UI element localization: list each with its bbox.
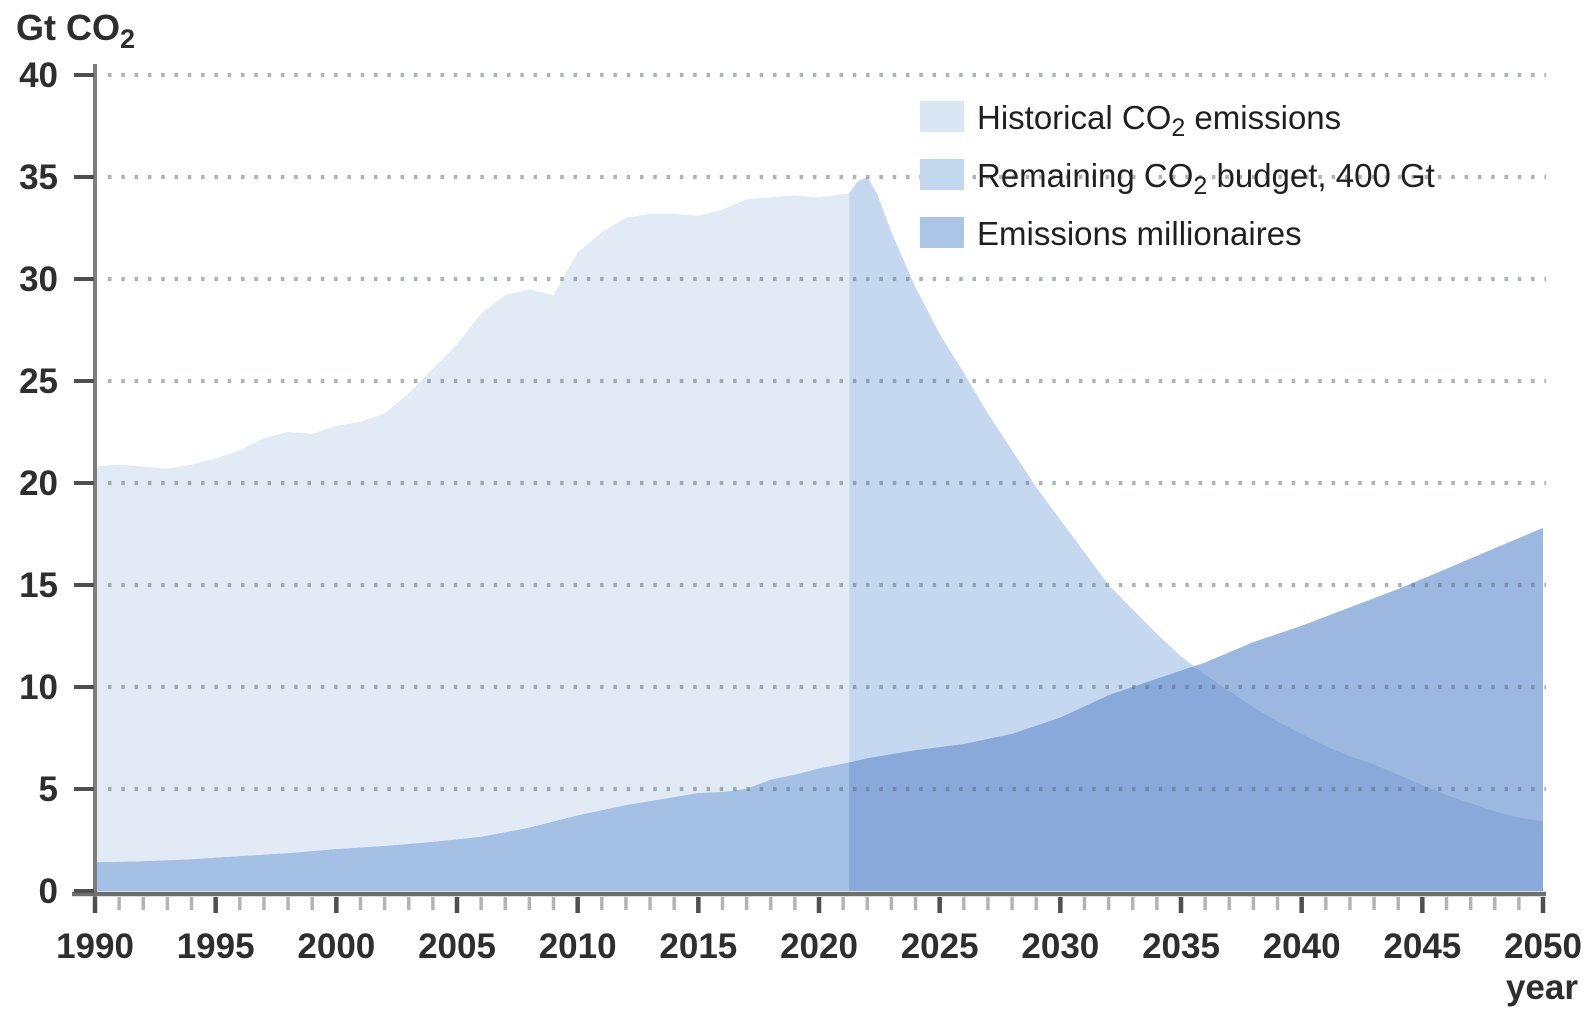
legend-item-millionaires: Emissions millionaires <box>920 215 1302 252</box>
legend-item-historical: Historical CO2 emissions <box>920 99 1341 142</box>
x-tick-label-2030: 2030 <box>1021 927 1099 966</box>
x-tick-label-2005: 2005 <box>418 927 496 966</box>
y-tick-label-10: 10 <box>19 668 58 707</box>
legend-label-historical: Historical CO2 emissions <box>977 99 1341 142</box>
y-tick-label-15: 15 <box>19 566 58 605</box>
x-axis-title: year <box>1506 968 1578 1007</box>
legend-item-budget: Remaining CO2 budget, 400 Gt <box>920 157 1435 200</box>
legend-swatch-budget <box>920 159 964 190</box>
area-historical-emissions <box>95 193 850 892</box>
x-tick-label-2010: 2010 <box>539 927 617 966</box>
y-tick-label-35: 35 <box>19 158 58 197</box>
x-tick-label-2000: 2000 <box>297 927 375 966</box>
x-axis-ticks <box>92 897 1546 913</box>
x-tick-label-1990: 1990 <box>56 927 134 966</box>
area-remaining-budget <box>849 177 1543 891</box>
legend-label-budget: Remaining CO2 budget, 400 Gt <box>977 157 1435 200</box>
y-axis-tick-labels: 0 5 10 15 20 25 30 35 40 <box>19 56 58 911</box>
x-tick-label-2035: 2035 <box>1142 927 1220 966</box>
legend-swatch-historical <box>920 101 964 132</box>
x-tick-label-2025: 2025 <box>901 927 979 966</box>
y-tick-label-25: 25 <box>19 362 58 401</box>
y-tick-label-40: 40 <box>19 56 58 95</box>
y-axis-ticks <box>74 73 94 893</box>
x-tick-label-2040: 2040 <box>1263 927 1341 966</box>
y-tick-label-20: 20 <box>19 464 58 503</box>
x-tick-label-1995: 1995 <box>177 927 255 966</box>
legend-swatch-millionaires <box>920 217 964 248</box>
y-tick-label-5: 5 <box>39 770 58 809</box>
y-tick-label-0: 0 <box>39 872 58 911</box>
x-tick-label-2050: 2050 <box>1504 927 1582 966</box>
plot-areas <box>95 177 1543 892</box>
y-tick-label-30: 30 <box>19 260 58 299</box>
y-axis-title: Gt CO2 <box>16 7 135 54</box>
x-axis-tick-labels: 1990 1995 2000 2005 2010 2015 2020 2025 2030 2035… <box>56 927 1582 966</box>
x-tick-label-2045: 2045 <box>1383 927 1461 966</box>
x-tick-label-2015: 2015 <box>659 927 737 966</box>
legend: Historical CO2 emissions Remaining CO2 b… <box>920 99 1435 252</box>
gridlines <box>108 72 1546 792</box>
axes <box>72 64 1546 913</box>
area-millionaires-overlap-historical <box>95 762 850 891</box>
x-tick-label-2020: 2020 <box>780 927 858 966</box>
area-millionaires-overlap-budget <box>849 666 1543 891</box>
legend-label-millionaires: Emissions millionaires <box>977 215 1302 252</box>
